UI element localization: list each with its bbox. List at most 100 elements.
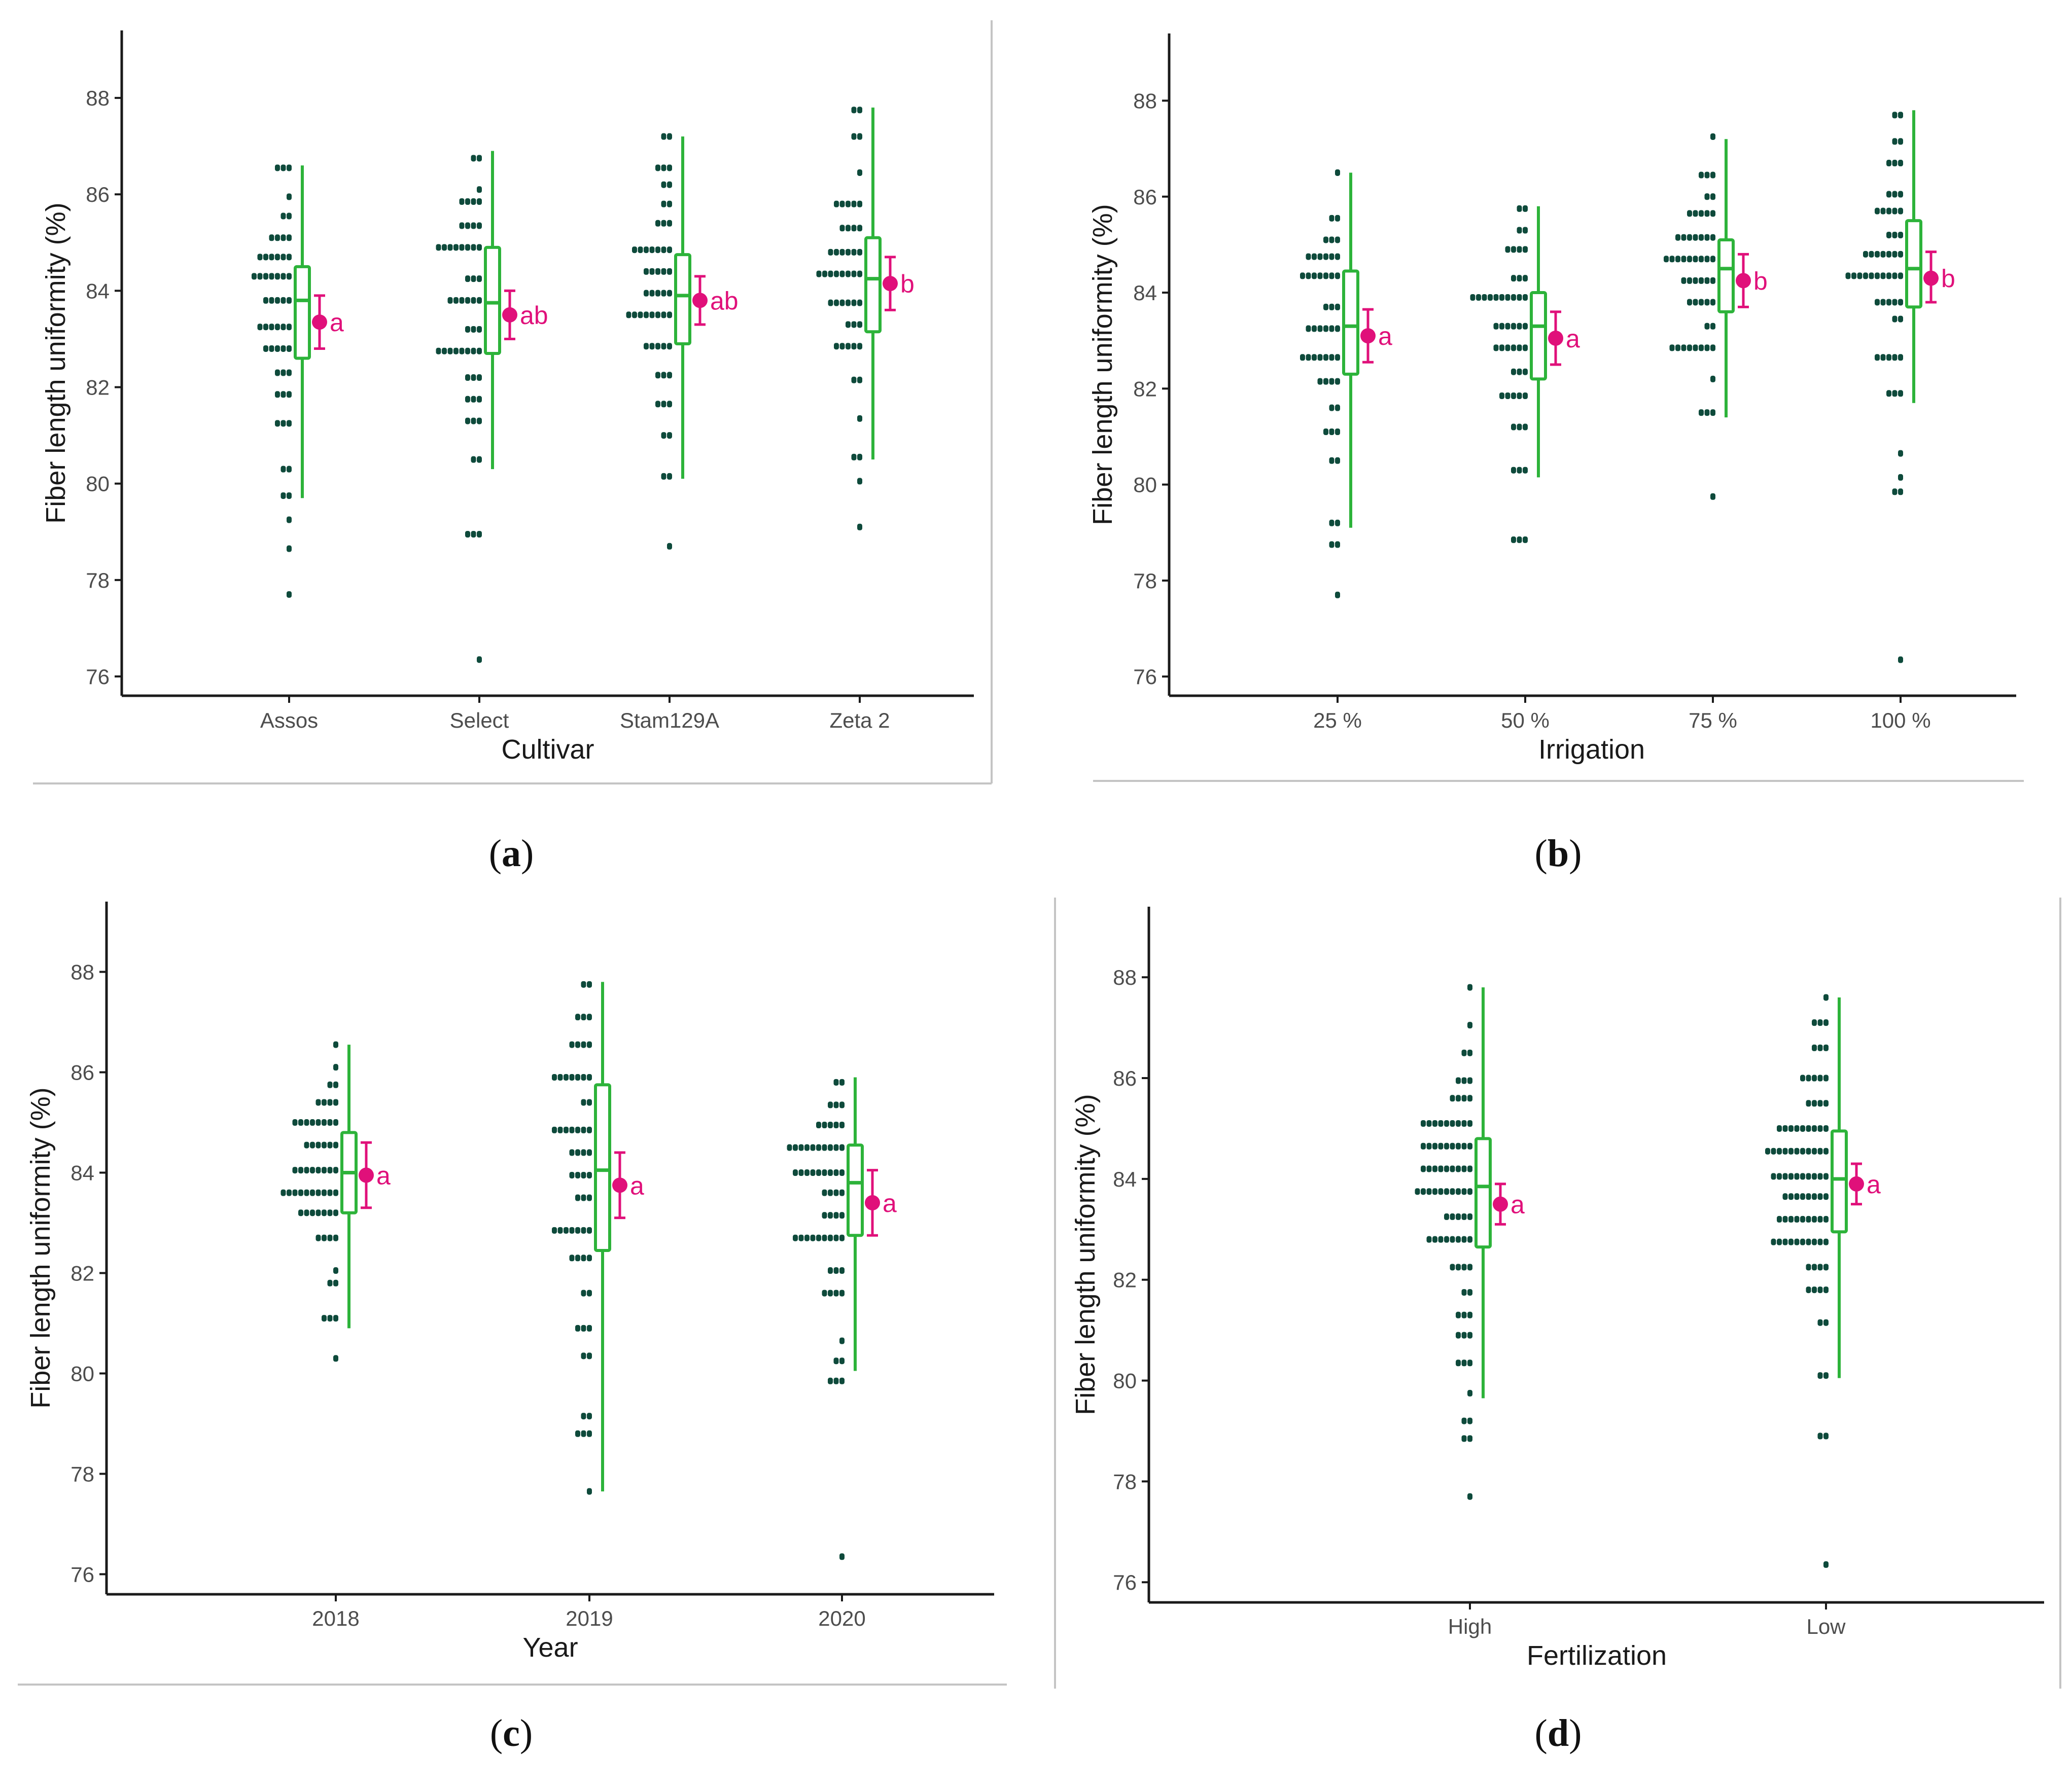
data-dot <box>1461 1289 1467 1296</box>
data-dot <box>833 1121 839 1128</box>
data-dot <box>1511 294 1516 301</box>
data-dot <box>1777 1215 1782 1223</box>
data-dot <box>839 1290 845 1297</box>
data-dot <box>1886 272 1891 279</box>
data-dot <box>1517 423 1522 431</box>
data-dot <box>839 200 845 207</box>
data-dot <box>793 1234 798 1241</box>
data-dot <box>667 133 672 140</box>
y-tick-label: 78 <box>71 1462 94 1486</box>
data-dot <box>1777 1125 1782 1132</box>
data-dot <box>667 290 672 297</box>
data-dot <box>1710 323 1715 330</box>
data-dot <box>287 345 292 352</box>
data-dot <box>564 1126 569 1133</box>
data-dot <box>459 198 465 205</box>
data-dot <box>638 246 643 254</box>
x-tick-label: 100 % <box>1870 708 1930 732</box>
data-dot <box>1467 1264 1472 1271</box>
data-dot <box>477 326 482 333</box>
data-dot <box>1880 354 1886 361</box>
data-dot <box>1335 457 1340 464</box>
data-dot <box>1335 272 1340 279</box>
data-dot <box>851 225 857 232</box>
data-dot <box>465 374 470 381</box>
data-dot <box>1806 1215 1811 1223</box>
data-dot <box>1499 344 1504 351</box>
data-dot <box>287 273 292 280</box>
data-dot <box>569 1227 575 1234</box>
data-dot <box>1461 1142 1467 1150</box>
data-dot <box>644 311 649 318</box>
data-dot <box>822 1234 827 1241</box>
data-dot <box>1710 234 1715 241</box>
data-dot <box>1898 474 1903 481</box>
data-dot <box>1323 272 1328 279</box>
data-dot <box>1898 390 1903 397</box>
data-dot <box>1517 323 1522 330</box>
data-dot <box>471 347 476 354</box>
data-dot <box>1317 325 1323 332</box>
data-dot <box>436 347 441 354</box>
data-dot <box>315 1167 321 1174</box>
mean-point <box>883 276 898 292</box>
data-dot <box>287 297 292 304</box>
data-dot <box>833 1189 839 1196</box>
data-dot <box>1467 1142 1472 1150</box>
data-dot <box>1782 1148 1788 1155</box>
data-dot <box>857 169 862 176</box>
data-dot <box>1517 467 1522 474</box>
data-dot <box>661 181 666 188</box>
data-dot <box>1788 1148 1794 1155</box>
data-dot <box>1523 227 1528 234</box>
data-dot <box>471 456 476 463</box>
data-dot <box>828 1121 833 1128</box>
data-dot <box>575 1014 580 1021</box>
data-dot <box>322 1119 327 1126</box>
data-dot <box>477 417 482 424</box>
data-dot <box>304 1141 309 1149</box>
data-dot <box>661 401 666 408</box>
data-dot <box>1329 378 1334 385</box>
y-tick-label: 76 <box>1133 665 1157 689</box>
data-dot <box>828 248 833 256</box>
data-dot <box>1699 234 1704 241</box>
data-dot <box>1886 207 1891 214</box>
data-dot <box>1456 1360 1461 1367</box>
data-dot <box>851 200 857 207</box>
data-dot <box>661 290 666 297</box>
data-dot <box>851 376 857 383</box>
data-dot <box>459 244 465 251</box>
data-dot <box>587 1074 592 1081</box>
data-dot <box>587 1126 592 1133</box>
data-dot <box>304 1209 309 1217</box>
data-dot <box>1710 299 1715 306</box>
data-dot <box>1450 1142 1455 1150</box>
data-dot <box>851 321 857 328</box>
mean-point <box>1736 273 1751 289</box>
data-dot <box>1710 409 1715 416</box>
data-dot <box>275 369 280 376</box>
data-dot <box>834 248 839 256</box>
data-dot <box>310 1141 315 1149</box>
x-tick-label: High <box>1448 1615 1492 1638</box>
data-dot <box>1880 272 1886 279</box>
data-dot <box>1817 1075 1823 1082</box>
caption-b: (b) <box>1534 832 1582 875</box>
group-letter-label: a <box>1511 1191 1525 1219</box>
data-dot <box>793 1169 798 1176</box>
data-dot <box>828 1212 833 1219</box>
data-dot <box>327 1189 333 1196</box>
data-dot <box>263 273 268 280</box>
y-tick-label: 78 <box>86 568 110 592</box>
data-dot <box>1456 1095 1461 1102</box>
data-dot <box>465 347 470 354</box>
data-dot <box>436 244 441 251</box>
data-dot <box>1898 488 1903 495</box>
data-dot <box>1704 344 1710 351</box>
data-dot <box>828 1169 833 1176</box>
data-dot <box>292 1167 298 1174</box>
data-dot <box>1450 1236 1455 1243</box>
data-dot <box>465 326 470 333</box>
data-dot <box>575 1126 580 1133</box>
